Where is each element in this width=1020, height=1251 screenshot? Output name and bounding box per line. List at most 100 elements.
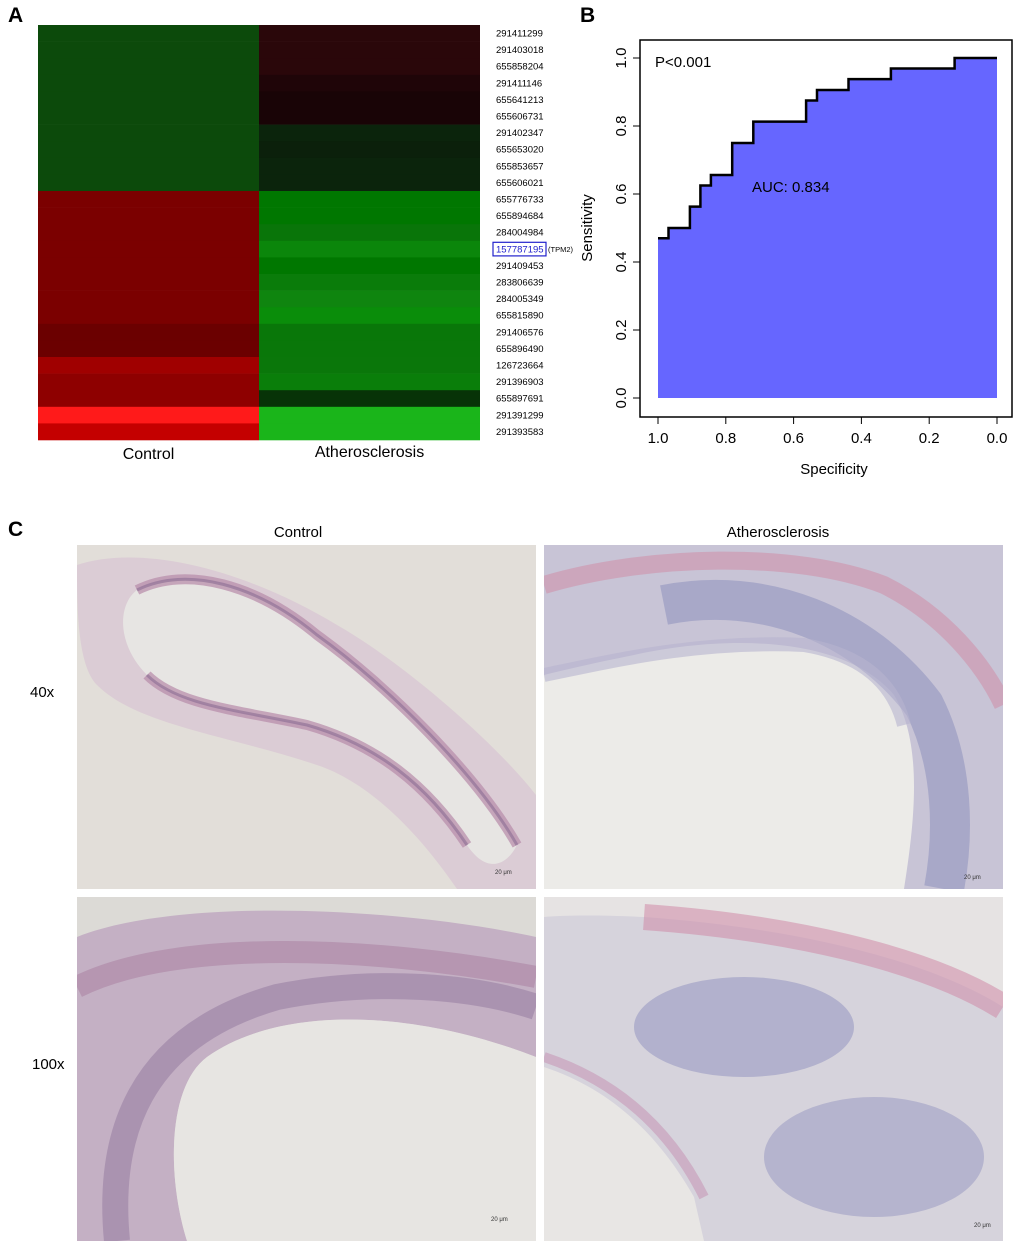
heatmap-row-label: 655858204 bbox=[496, 62, 544, 73]
heatmap-cell-control bbox=[38, 141, 259, 159]
heatmap-cell-control bbox=[38, 191, 259, 208]
heatmap-cell-control bbox=[38, 174, 259, 192]
heatmap-gene-label: (TPM2) bbox=[548, 245, 574, 254]
heatmap-row-label: 291411299 bbox=[496, 29, 543, 40]
heatmap-row-label: 284004984 bbox=[496, 228, 544, 239]
heatmap-cell-atherosclerosis bbox=[259, 423, 480, 441]
heatmap-cell-atherosclerosis bbox=[259, 290, 480, 308]
panel-label-a: A bbox=[8, 4, 24, 27]
heatmap-row-label: 655606731 bbox=[496, 112, 544, 123]
heatmap-cell-atherosclerosis bbox=[259, 157, 480, 175]
heatmap-cell-control bbox=[38, 25, 259, 42]
micrograph-control-40x: 20 μm bbox=[77, 545, 536, 889]
micrograph-atherosclerosis-40x: 20 μm bbox=[544, 545, 1003, 889]
x-tick-label: 0.8 bbox=[715, 430, 736, 447]
heatmap-row-label: 655776733 bbox=[496, 195, 544, 206]
y-tick-label: 0.2 bbox=[613, 320, 630, 341]
heatmap-row-label: 126723664 bbox=[496, 361, 544, 372]
x-tick-label: 0.6 bbox=[783, 430, 804, 447]
heatmap-row-label: 655641213 bbox=[496, 95, 544, 106]
heatmap: 291411299 291403018 655858204 291411146 6556… bbox=[38, 25, 574, 463]
heatmap-row-label: 655653020 bbox=[496, 145, 544, 156]
heatmap-cell-atherosclerosis bbox=[259, 340, 480, 358]
roc-chart: 1.0 0.8 0.6 0.4 0.2 0.0 0.0 0.2 0.4 0.6 0.8 1.0 Spec… bbox=[579, 39, 1013, 478]
heatmap-cell-control bbox=[38, 124, 259, 142]
scale-bar: 20 μm bbox=[974, 1223, 991, 1229]
x-tick-label: 1.0 bbox=[648, 430, 669, 447]
heatmap-cell-atherosclerosis bbox=[259, 191, 480, 208]
heatmap-cell-control bbox=[38, 157, 259, 175]
x-axis-label: Specificity bbox=[800, 461, 868, 478]
heatmap-row-label: 655815890 bbox=[496, 311, 544, 322]
heatmap-cell-control bbox=[38, 74, 259, 92]
heatmap-cell-atherosclerosis bbox=[259, 74, 480, 92]
heatmap-cell-control bbox=[38, 41, 259, 59]
heatmap-cell-control bbox=[38, 240, 259, 258]
heatmap-cell-control bbox=[38, 373, 259, 391]
x-tick-label: 0.4 bbox=[851, 430, 872, 447]
heatmap-cell-atherosclerosis bbox=[259, 323, 480, 341]
heatmap-row-label: 655853657 bbox=[496, 161, 544, 172]
heatmap-cell-control bbox=[38, 406, 259, 424]
scale-bar: 20 μm bbox=[964, 875, 981, 881]
heatmap-cell-control bbox=[38, 274, 259, 291]
heatmap-cell-atherosclerosis bbox=[259, 307, 480, 325]
heatmap-cell-atherosclerosis bbox=[259, 108, 480, 125]
heatmap-row-label: 291411146 bbox=[496, 78, 542, 89]
heatmap-cell-atherosclerosis bbox=[259, 224, 480, 242]
heatmap-row-label: 655897691 bbox=[496, 394, 544, 405]
heatmap-row-label: 655896490 bbox=[496, 344, 544, 355]
y-axis-label: Sensitivity bbox=[579, 194, 596, 262]
micrograph-atherosclerosis-100x: 20 μm bbox=[544, 897, 1003, 1241]
histology-col-title-atherosclerosis: Atherosclerosis bbox=[726, 524, 830, 541]
heatmap-cell-atherosclerosis bbox=[259, 124, 480, 142]
heatmap-cell-atherosclerosis bbox=[259, 274, 480, 291]
highlight-box bbox=[492, 241, 547, 257]
heatmap-cell-atherosclerosis bbox=[259, 58, 480, 76]
heatmap-cell-atherosclerosis bbox=[259, 406, 480, 424]
heatmap-cell-atherosclerosis bbox=[259, 390, 480, 408]
histology-row-label-40x: 40x bbox=[30, 684, 55, 701]
heatmap-row-label: 655606021 bbox=[496, 178, 544, 189]
roc-area bbox=[658, 58, 997, 398]
auc-annotation: AUC: 0.834 bbox=[752, 179, 830, 196]
heatmap-row-label: 283806639 bbox=[496, 278, 544, 289]
heatmap-row-label: 291403018 bbox=[496, 45, 544, 56]
histology-col-title-control: Control bbox=[273, 524, 323, 541]
heatmap-column-label: Control bbox=[123, 446, 175, 463]
panel-label-c: C bbox=[8, 518, 24, 541]
heatmap-cell-atherosclerosis bbox=[259, 357, 480, 374]
heatmap-row-label: 291406576 bbox=[496, 327, 544, 338]
heatmap-cell-control bbox=[38, 207, 259, 225]
heatmap-cell-atherosclerosis bbox=[259, 174, 480, 192]
heatmap-row-label: 291409453 bbox=[496, 261, 544, 272]
heatmap-cell-control bbox=[38, 91, 259, 109]
heatmap-cell-atherosclerosis bbox=[259, 41, 480, 59]
heatmap-cell-control bbox=[38, 58, 259, 76]
heatmap-cell-atherosclerosis bbox=[259, 240, 480, 258]
heatmap-cell-control bbox=[38, 340, 259, 358]
scale-bar: 20 μm bbox=[495, 870, 512, 876]
y-tick-label: 0.4 bbox=[613, 252, 630, 273]
heatmap-cell-control bbox=[38, 257, 259, 275]
y-tick-label: 0.8 bbox=[613, 116, 630, 137]
heatmap-cell-atherosclerosis bbox=[259, 91, 480, 109]
micrograph-control-100x: 20 μm bbox=[77, 897, 536, 1241]
heatmap-cell-control bbox=[38, 108, 259, 125]
heatmap-cell-atherosclerosis bbox=[259, 373, 480, 391]
p-value-annotation: P<0.001 bbox=[655, 54, 711, 71]
heatmap-row-label: 291391299 bbox=[496, 410, 544, 421]
heatmap-cell-atherosclerosis bbox=[259, 141, 480, 159]
heatmap-row-label: 291393583 bbox=[496, 427, 544, 438]
heatmap-row-label: 655894684 bbox=[496, 211, 544, 222]
heatmap-row-label: 157787195 bbox=[496, 244, 544, 255]
heatmap-row-label: 284005349 bbox=[496, 294, 544, 305]
y-tick-label: 1.0 bbox=[613, 48, 630, 69]
heatmap-cell-atherosclerosis bbox=[259, 207, 480, 225]
heatmap-cell-control bbox=[38, 224, 259, 242]
heatmap-cell-control bbox=[38, 423, 259, 441]
heatmap-cell-control bbox=[38, 357, 259, 374]
heatmap-row-label: 291396903 bbox=[496, 377, 544, 388]
heatmap-cell-control bbox=[38, 323, 259, 341]
heatmap-cell-atherosclerosis bbox=[259, 257, 480, 275]
